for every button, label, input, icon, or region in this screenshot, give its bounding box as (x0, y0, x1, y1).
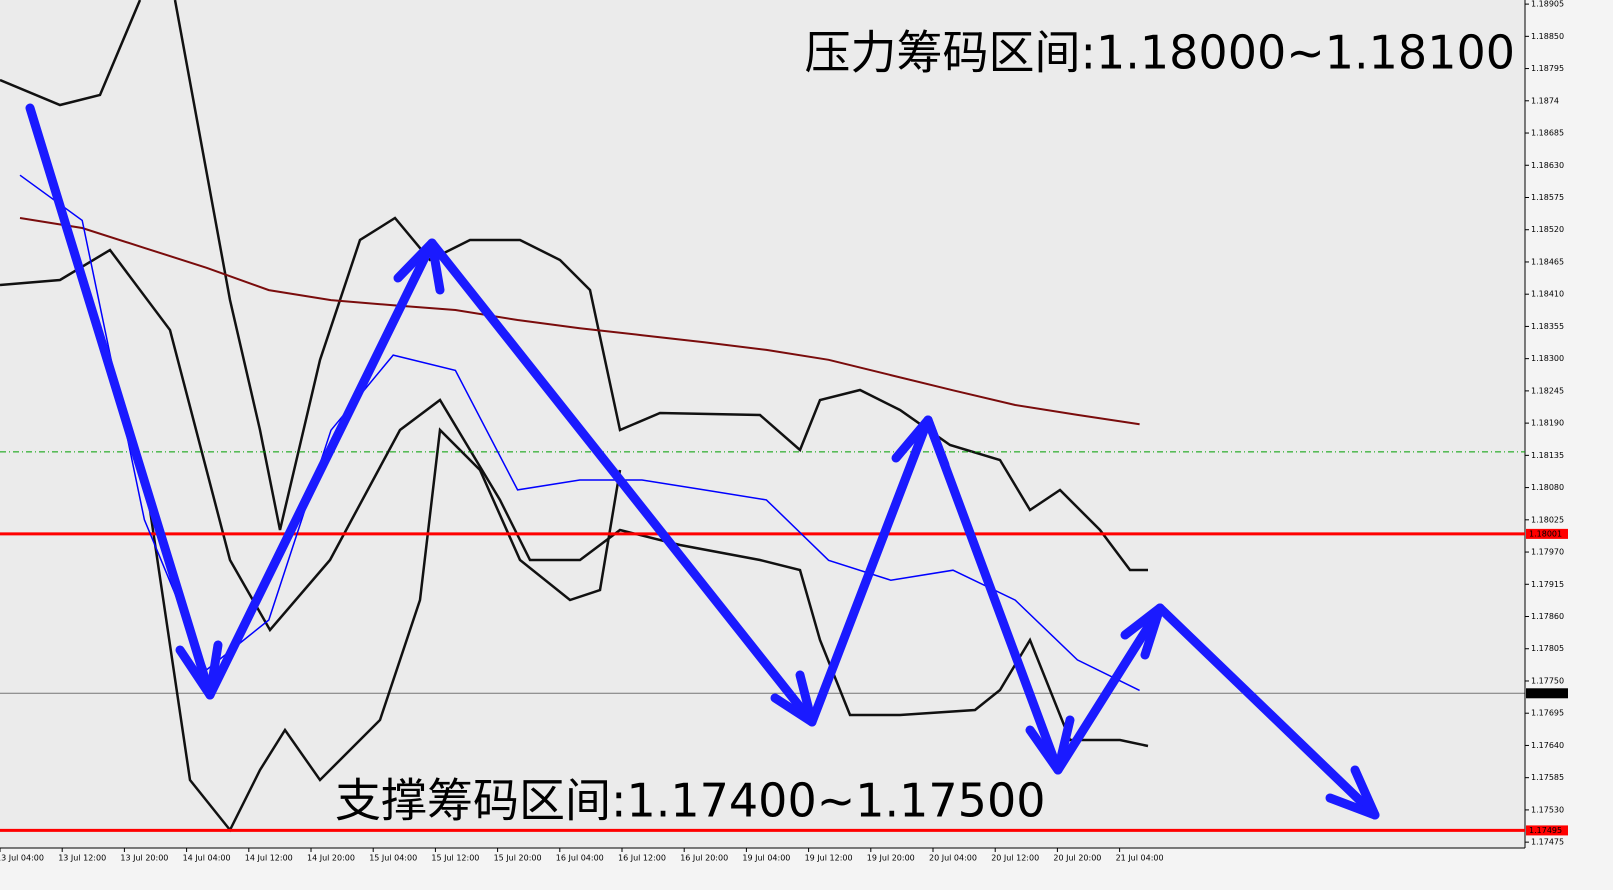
x-tick-label: 13 Jul 12:00 (58, 854, 106, 863)
arrow-head (1325, 765, 1380, 820)
bollinger-bands (0, 0, 1149, 833)
y-tick-label: 1.18190 (1531, 419, 1564, 428)
x-tick-label: 21 Jul 04:00 (1116, 854, 1164, 863)
band (0, 0, 142, 107)
band (0, 248, 1149, 748)
level-label: 1.18001 (1529, 529, 1562, 538)
x-tick-label: 19 Jul 20:00 (867, 854, 915, 863)
y-tick-label: 1.18575 (1531, 193, 1564, 202)
x-tick-label: 14 Jul 12:00 (245, 854, 293, 863)
y-tick-label: 1.17585 (1531, 773, 1564, 782)
arrow-head (175, 640, 223, 700)
y-tick-label: 1.17915 (1531, 580, 1564, 589)
x-tick-label: 13 Jul 20:00 (120, 854, 168, 863)
y-tick-label: 1.18245 (1531, 386, 1564, 395)
level-label: 1.17729 (1529, 689, 1562, 698)
arrow-path (1155, 603, 1380, 820)
axis-background (1525, 0, 1613, 890)
time-axis-background (0, 848, 1525, 890)
y-tick-label: 1.17750 (1531, 676, 1564, 685)
y-tick-label: 1.18410 (1531, 290, 1564, 299)
level-label: 1.17495 (1529, 826, 1562, 835)
y-tick-label: 1.17640 (1531, 741, 1564, 750)
arrow-head (1025, 715, 1075, 775)
x-tick-label: 16 Jul 04:00 (556, 854, 604, 863)
y-tick-label: 1.17805 (1531, 644, 1564, 653)
y-tick-label: 1.17475 (1531, 838, 1564, 847)
y-tick-label: 1.18685 (1531, 129, 1564, 138)
y-tick-label: 1.17970 (1531, 548, 1564, 557)
arrow-head (891, 415, 950, 470)
series-line (19, 217, 1140, 426)
y-tick-label: 1.18850 (1531, 32, 1564, 41)
x-tick-label: 20 Jul 20:00 (1053, 854, 1101, 863)
x-tick-label: 16 Jul 12:00 (618, 854, 666, 863)
y-tick-label: 1.18355 (1531, 322, 1564, 331)
y-tick-label: 1.1874 (1531, 96, 1559, 105)
x-tick-label: 20 Jul 12:00 (991, 854, 1039, 863)
y-tick-label: 1.18795 (1531, 64, 1564, 73)
y-tick-label: 1.17530 (1531, 805, 1564, 814)
x-tick-label: 15 Jul 20:00 (494, 854, 542, 863)
x-tick-label: 20 Jul 04:00 (929, 854, 977, 863)
y-tick-label: 1.17695 (1531, 709, 1564, 718)
annotation: 压力筹码区间:1.18000~1.18100 (805, 26, 1515, 80)
level-label-box (1526, 825, 1568, 836)
x-tick-label: 15 Jul 12:00 (431, 854, 479, 863)
y-tick-label: 1.18905 (1531, 0, 1564, 9)
y-tick-label: 1.18080 (1531, 483, 1564, 492)
y-tick-label: 1.18630 (1531, 161, 1564, 170)
band (173, 0, 1148, 572)
level-label-box (1526, 688, 1568, 699)
y-tick-label: 1.18135 (1531, 451, 1564, 460)
arrow-head (770, 670, 817, 727)
y-tick-label: 1.17860 (1531, 612, 1564, 621)
y-tick-label: 1.18465 (1531, 257, 1564, 266)
x-tick-label: 15 Jul 04:00 (369, 854, 417, 863)
y-tick-label: 1.18300 (1531, 354, 1564, 363)
x-tick-label: 13 Jul 04:00 (0, 854, 44, 863)
y-tick-label: 1.18025 (1531, 515, 1564, 524)
trend-arrows (25, 103, 1380, 820)
arrow-head (1120, 603, 1165, 660)
arrow-head (393, 238, 445, 295)
band (148, 427, 622, 833)
x-tick-label: 19 Jul 04:00 (742, 854, 790, 863)
x-tick-label: 14 Jul 20:00 (307, 854, 355, 863)
x-tick-label: 19 Jul 12:00 (805, 854, 853, 863)
y-tick-label: 1.18520 (1531, 225, 1564, 234)
x-tick-label: 16 Jul 20:00 (680, 854, 728, 863)
annotation: 支撑筹码区间:1.17400~1.17500 (335, 774, 1045, 828)
plot-background (0, 0, 1525, 848)
x-tick-label: 14 Jul 04:00 (183, 854, 231, 863)
level-label-box (1526, 528, 1568, 539)
